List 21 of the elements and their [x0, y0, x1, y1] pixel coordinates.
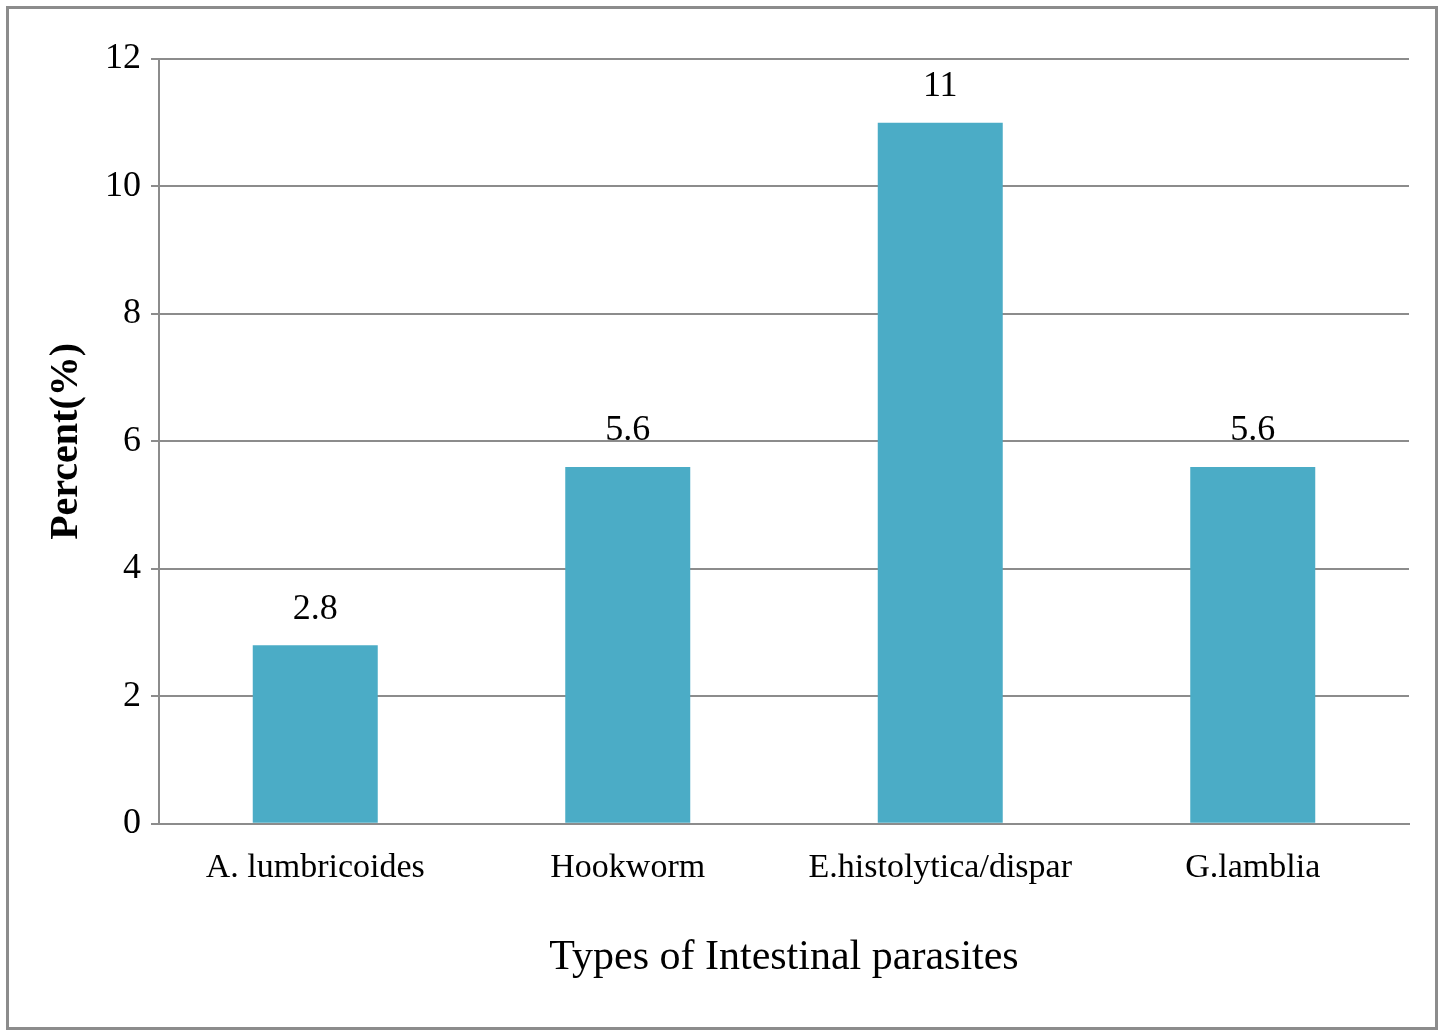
bar [565, 466, 691, 823]
bar [252, 645, 378, 823]
bar [877, 122, 1003, 823]
y-tick-label: 2 [123, 673, 141, 714]
data-label: 2.8 [292, 586, 338, 627]
y-tick-label: 4 [123, 546, 141, 587]
x-tick-label: A. lumbricoides [205, 847, 425, 885]
x-tick-label: G.lamblia [1185, 847, 1321, 885]
y-tick-label: 6 [123, 418, 141, 459]
y-axis-title: Percent(%) [41, 342, 87, 540]
data-label: 5.6 [605, 408, 651, 449]
y-tick-label: 10 [105, 163, 141, 204]
y-tick-label: 12 [105, 36, 141, 77]
y-tick-label: 8 [123, 291, 141, 332]
bar [1190, 466, 1316, 823]
y-tick-label: 0 [123, 801, 141, 842]
x-axis-title: Types of Intestinal parasites [549, 931, 1019, 978]
data-label: 5.6 [1230, 408, 1276, 449]
x-tick-label: Hookworm [550, 847, 706, 885]
data-label: 11 [922, 64, 958, 105]
x-tick-label: E.histolytica/dispar [808, 847, 1073, 885]
